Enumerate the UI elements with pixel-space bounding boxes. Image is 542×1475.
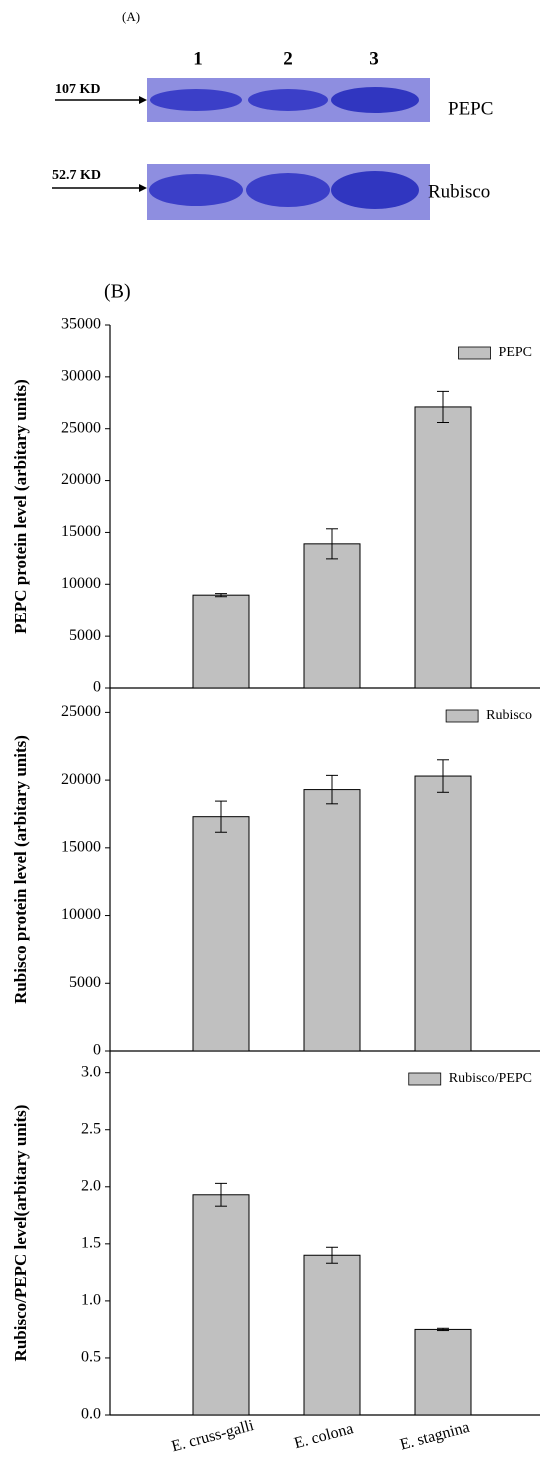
legend-swatch	[446, 710, 478, 722]
y-tick-label: 2.5	[81, 1120, 101, 1137]
y-tick-label: 10000	[61, 575, 101, 592]
lane-label: 1	[193, 48, 203, 69]
y-tick-label: 35000	[61, 316, 101, 333]
y-tick-label: 25000	[61, 703, 101, 720]
y-tick-label: 1.0	[81, 1292, 101, 1309]
y-tick-label: 15000	[61, 523, 101, 540]
protein-label: Rubisco	[428, 181, 490, 202]
lane-label: 3	[369, 48, 379, 69]
marker-label: 52.7 KD	[52, 168, 101, 183]
x-tick-label: E. stagnina	[398, 1419, 471, 1454]
legend-label: Rubisco	[486, 708, 532, 723]
gel-band	[149, 174, 243, 206]
gel-band	[246, 173, 330, 207]
y-tick-label: 0	[93, 1042, 101, 1059]
y-axis-title: PEPC protein level (arbitary units)	[11, 379, 30, 634]
bar	[415, 1329, 471, 1415]
legend-label: Rubisco/PEPC	[449, 1071, 532, 1086]
protein-label: PEPC	[448, 98, 493, 119]
y-tick-label: 30000	[61, 368, 101, 385]
legend-swatch	[409, 1073, 441, 1085]
y-axis-title: Rubisco/PEPC level(arbitary units)	[11, 1105, 30, 1362]
y-axis-title: Rubisco protein level (arbitary units)	[11, 735, 30, 1004]
bar	[193, 1195, 249, 1415]
y-tick-label: 20000	[61, 471, 101, 488]
bar	[304, 790, 360, 1051]
gel-band	[150, 89, 242, 111]
bar	[193, 817, 249, 1051]
bar	[193, 595, 249, 688]
y-tick-label: 0.0	[81, 1406, 101, 1423]
y-tick-label: 25000	[61, 419, 101, 436]
y-tick-label: 5000	[69, 627, 101, 644]
y-tick-label: 1.5	[81, 1235, 101, 1252]
gel-band	[331, 171, 419, 209]
x-tick-label: E. colona	[292, 1420, 355, 1452]
arrow-head	[139, 96, 147, 104]
bar	[415, 407, 471, 688]
y-tick-label: 0.5	[81, 1349, 101, 1366]
y-tick-label: 5000	[69, 974, 101, 991]
y-tick-label: 15000	[61, 839, 101, 856]
y-tick-label: 20000	[61, 771, 101, 788]
bar	[304, 544, 360, 688]
panel-label: (A)	[122, 9, 140, 24]
x-tick-label: E. cruss-galli	[170, 1417, 256, 1455]
legend-swatch	[459, 347, 491, 359]
y-tick-label: 3.0	[81, 1063, 101, 1080]
arrow-head	[139, 184, 147, 192]
gel-panel: (A) 1 2 3 107 KD PEPC 52.7 KD Rubisco	[52, 9, 493, 220]
bar	[304, 1255, 360, 1415]
y-tick-label: 2.0	[81, 1177, 101, 1194]
marker-label: 107 KD	[55, 82, 101, 97]
y-tick-label: 0	[93, 679, 101, 696]
figure: (A) 1 2 3 107 KD PEPC 52.7 KD Rubisco (B…	[0, 0, 542, 1475]
bar	[415, 776, 471, 1051]
panel-label: (B)	[104, 281, 131, 303]
gel-band	[331, 87, 419, 113]
legend-label: PEPC	[499, 345, 532, 360]
gel-band	[248, 89, 328, 111]
lane-label: 2	[283, 48, 293, 69]
y-tick-label: 10000	[61, 906, 101, 923]
